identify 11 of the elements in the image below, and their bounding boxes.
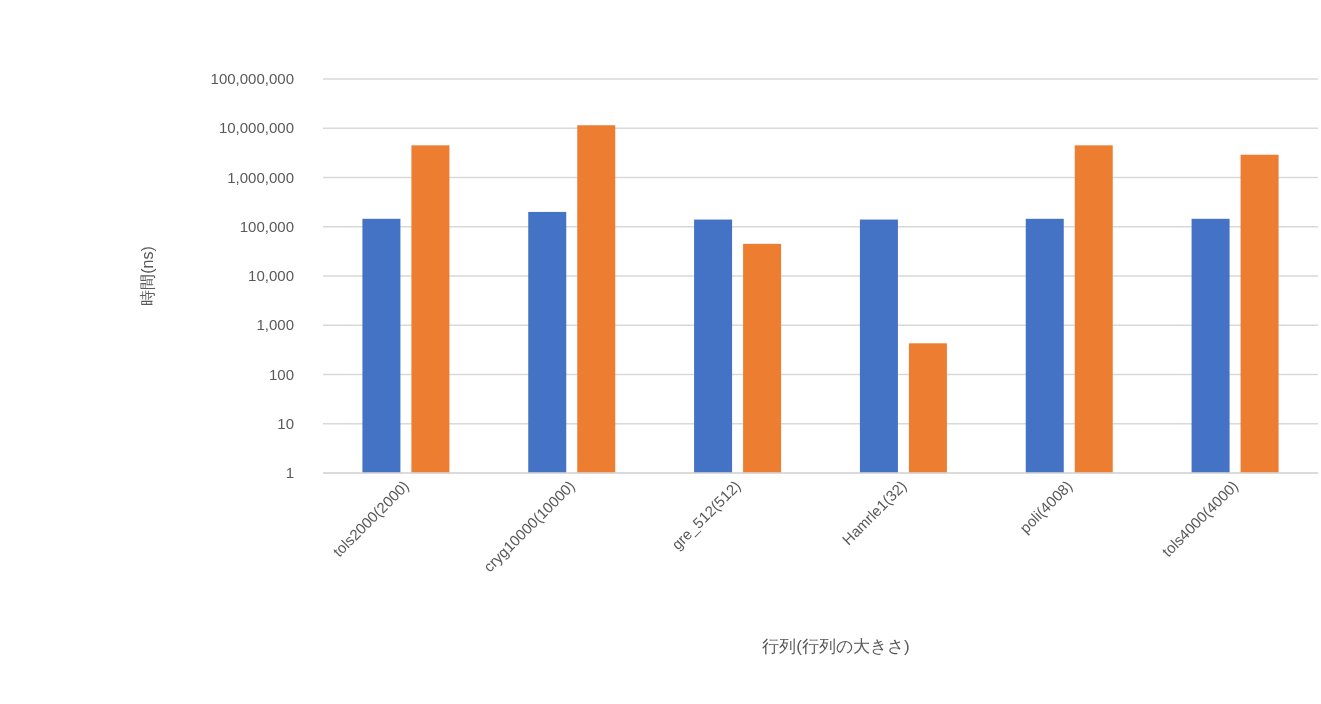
y-tick-label: 100,000,000 — [210, 70, 294, 87]
y-tick-label: 100,000 — [239, 217, 294, 235]
y-tick-label: 100 — [268, 365, 294, 383]
y-tick-label: 10 — [277, 414, 294, 432]
y-tick-label: 10,000 — [248, 267, 294, 284]
x-axis-title: 行列(行列の大きさ) — [762, 637, 910, 656]
y-tick-label: 1,000,000 — [227, 168, 294, 186]
y-tick-label: 1,000 — [256, 316, 294, 334]
y-axis-title: 時間(ns) — [139, 246, 156, 306]
y-tick-label: 1 — [285, 464, 294, 481]
y-tick-label: 10,000,000 — [218, 119, 294, 137]
